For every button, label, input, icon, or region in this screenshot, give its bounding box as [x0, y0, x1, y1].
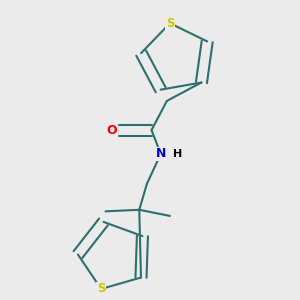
- Text: N: N: [155, 148, 166, 160]
- Text: S: S: [166, 17, 174, 30]
- Text: H: H: [173, 149, 182, 159]
- Text: O: O: [106, 124, 117, 136]
- Text: S: S: [97, 282, 105, 296]
